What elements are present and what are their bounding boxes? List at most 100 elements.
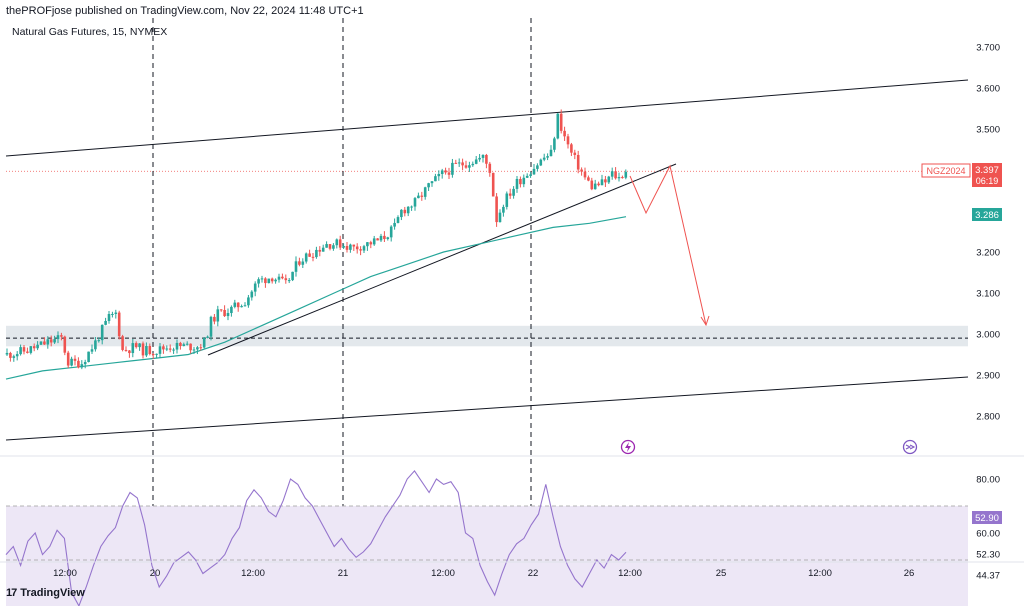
- time-tick-label: 12:00: [431, 568, 455, 579]
- candle-body: [614, 171, 617, 179]
- candle-body: [566, 136, 570, 145]
- candle-body: [240, 306, 243, 308]
- candle-body: [454, 162, 458, 164]
- candle-body: [495, 196, 498, 223]
- candle-body: [236, 302, 240, 308]
- candle-body: [257, 279, 260, 284]
- candle-body: [406, 206, 410, 214]
- candle-body: [576, 154, 580, 170]
- candle-body: [73, 358, 77, 361]
- candle-body: [624, 171, 628, 178]
- candle-body: [124, 349, 128, 351]
- candle-body: [597, 183, 600, 186]
- candle-body: [128, 350, 131, 354]
- candle-body: [19, 347, 22, 355]
- symbol-badge-label: NGZ2024: [926, 166, 965, 176]
- time-tick-label: 20: [150, 568, 161, 579]
- candle-body: [342, 246, 345, 248]
- candle-body: [264, 278, 267, 284]
- candle-body: [372, 238, 376, 245]
- candle-body: [427, 183, 430, 188]
- candle-body: [485, 154, 488, 164]
- candle-body: [607, 176, 611, 183]
- candle-body: [56, 335, 60, 340]
- candle-body: [505, 193, 509, 207]
- candle-body: [321, 247, 325, 252]
- candle-body: [107, 313, 111, 321]
- candle-body: [389, 226, 393, 238]
- candle-body: [604, 179, 607, 183]
- time-tick-label: 12:00: [808, 568, 832, 579]
- candle-body: [100, 324, 104, 341]
- candle-body: [359, 249, 362, 251]
- candle-body: [226, 313, 230, 317]
- candle-body: [206, 336, 209, 338]
- candle-body: [39, 341, 43, 345]
- candle-body: [145, 346, 148, 356]
- candle-body: [396, 217, 400, 223]
- candle-body: [434, 176, 437, 182]
- candle-body: [621, 177, 624, 179]
- candle-body: [345, 246, 349, 250]
- candle-body: [233, 302, 237, 307]
- candle-body: [83, 362, 87, 365]
- candle-body: [519, 178, 522, 185]
- candle-body: [590, 180, 594, 190]
- candle-body: [471, 163, 475, 166]
- candle-body: [104, 320, 107, 325]
- candle-body: [301, 261, 305, 265]
- candle-body: [536, 165, 539, 169]
- candle-body: [80, 364, 84, 368]
- candle-body: [573, 152, 577, 155]
- candle-body: [383, 235, 386, 240]
- candle-body: [610, 171, 614, 177]
- time-tick-label: 21: [338, 568, 349, 579]
- candle-body: [549, 149, 553, 157]
- candle-body: [26, 351, 29, 353]
- candle-body: [274, 279, 277, 282]
- rsi-value-label: 52.90: [975, 513, 999, 524]
- candle-body: [179, 342, 182, 347]
- candle-body: [393, 222, 396, 227]
- candle-body: [53, 339, 56, 343]
- time-tick-label: 12:00: [53, 568, 77, 579]
- candle-body: [403, 209, 407, 214]
- scroll-forward-icon: [902, 439, 918, 455]
- candle-body: [474, 159, 478, 164]
- candle-body: [94, 340, 97, 350]
- projection-arrowhead: [700, 315, 710, 327]
- candle-body: [464, 165, 468, 168]
- candle-body: [593, 183, 597, 190]
- lightning-icon: [625, 442, 631, 452]
- candle-body: [580, 169, 583, 172]
- candle-body: [332, 245, 335, 249]
- candle-body: [87, 351, 90, 363]
- candle-body: [525, 175, 529, 178]
- candle-body: [308, 253, 311, 257]
- candle-body: [546, 156, 549, 158]
- ema-line: [5, 216, 627, 380]
- candle-body: [362, 246, 366, 251]
- candle-body: [36, 344, 39, 349]
- candle-body: [172, 349, 175, 351]
- candle-body: [250, 291, 254, 298]
- arrow-right-icon: [905, 444, 916, 450]
- candle-body: [168, 348, 172, 350]
- candle-body: [369, 242, 373, 245]
- candle-body: [9, 352, 12, 358]
- channel-upper-line: [5, 79, 969, 157]
- candle-body: [478, 157, 481, 160]
- candle-body: [49, 339, 53, 343]
- candle-body: [114, 312, 118, 314]
- candle-body: [338, 239, 342, 248]
- rsi-value-badge: [972, 511, 1002, 524]
- candle-body: [46, 339, 50, 345]
- candle-body: [219, 309, 223, 311]
- candle-body: [542, 157, 546, 160]
- candle-body: [287, 280, 291, 282]
- candle-body: [311, 256, 315, 258]
- time-tick-label: 12:00: [241, 568, 265, 579]
- candle-body: [328, 244, 332, 249]
- candle-body: [532, 168, 536, 175]
